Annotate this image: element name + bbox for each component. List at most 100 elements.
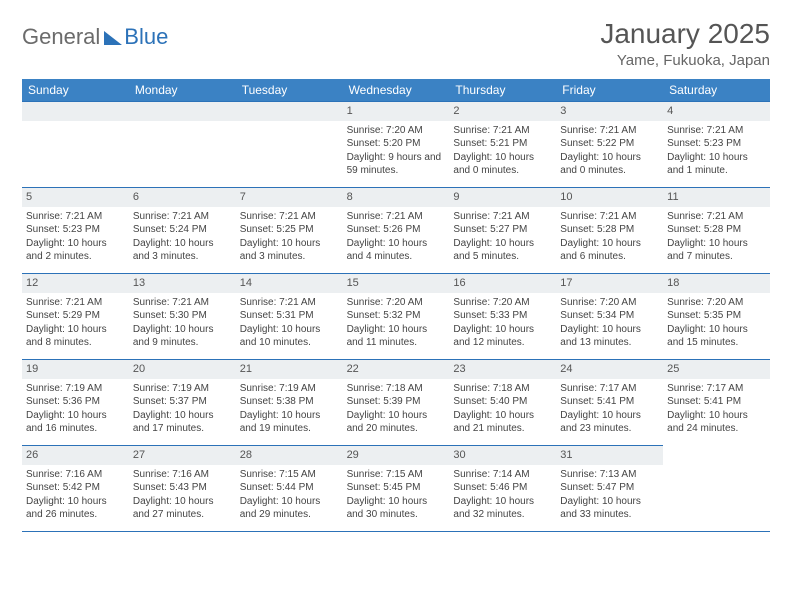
day-number <box>236 102 343 121</box>
sunset-line: Sunset: 5:45 PM <box>347 481 446 495</box>
sunrise-line: Sunrise: 7:20 AM <box>453 296 552 310</box>
daylight-line: Daylight: 9 hours and 59 minutes. <box>347 151 446 178</box>
sunrise-line: Sunrise: 7:21 AM <box>26 210 125 224</box>
sunset-line: Sunset: 5:30 PM <box>133 309 232 323</box>
sunset-line: Sunset: 5:35 PM <box>667 309 766 323</box>
daylight-line: Daylight: 10 hours and 7 minutes. <box>667 237 766 264</box>
daylight-line: Daylight: 10 hours and 9 minutes. <box>133 323 232 350</box>
daylight-line: Daylight: 10 hours and 30 minutes. <box>347 495 446 522</box>
day-number: 2 <box>449 102 556 121</box>
calendar-page: General Blue January 2025 Yame, Fukuoka,… <box>0 0 792 550</box>
calendar-cell: 11Sunrise: 7:21 AMSunset: 5:28 PMDayligh… <box>663 187 770 273</box>
sunset-line: Sunset: 5:33 PM <box>453 309 552 323</box>
logo-triangle-icon <box>104 31 122 45</box>
day-number: 4 <box>663 102 770 121</box>
day-number: 1 <box>343 102 450 121</box>
sunset-line: Sunset: 5:28 PM <box>560 223 659 237</box>
daylight-line: Daylight: 10 hours and 10 minutes. <box>240 323 339 350</box>
daylight-line: Daylight: 10 hours and 2 minutes. <box>26 237 125 264</box>
sunset-line: Sunset: 5:29 PM <box>26 309 125 323</box>
sunrise-line: Sunrise: 7:21 AM <box>667 124 766 138</box>
sunset-line: Sunset: 5:23 PM <box>667 137 766 151</box>
daylight-line: Daylight: 10 hours and 5 minutes. <box>453 237 552 264</box>
weekday-label: Sunday <box>22 79 129 101</box>
day-number: 17 <box>556 274 663 293</box>
calendar-cell: 9 Sunrise: 7:21 AMSunset: 5:27 PMDaylight… <box>449 187 556 273</box>
calendar-cell: 13Sunrise: 7:21 AMSunset: 5:30 PMDayligh… <box>129 273 236 359</box>
day-number: 12 <box>22 274 129 293</box>
day-number: 9 <box>449 188 556 207</box>
sunrise-line: Sunrise: 7:21 AM <box>560 124 659 138</box>
day-number: 15 <box>343 274 450 293</box>
calendar-cell-empty <box>22 101 129 187</box>
day-number: 24 <box>556 360 663 379</box>
calendar-cell: 31Sunrise: 7:13 AMSunset: 5:47 PMDayligh… <box>556 445 663 531</box>
calendar-cell: 21Sunrise: 7:19 AMSunset: 5:38 PMDayligh… <box>236 359 343 445</box>
calendar-cell: 19Sunrise: 7:19 AMSunset: 5:36 PMDayligh… <box>22 359 129 445</box>
daylight-line: Daylight: 10 hours and 12 minutes. <box>453 323 552 350</box>
sunset-line: Sunset: 5:46 PM <box>453 481 552 495</box>
sunset-line: Sunset: 5:27 PM <box>453 223 552 237</box>
sunrise-line: Sunrise: 7:18 AM <box>347 382 446 396</box>
sunrise-line: Sunrise: 7:18 AM <box>453 382 552 396</box>
sunrise-line: Sunrise: 7:19 AM <box>133 382 232 396</box>
sunrise-line: Sunrise: 7:15 AM <box>240 468 339 482</box>
sunset-line: Sunset: 5:32 PM <box>347 309 446 323</box>
bottom-rule <box>22 531 770 532</box>
sunset-line: Sunset: 5:38 PM <box>240 395 339 409</box>
daylight-line: Daylight: 10 hours and 27 minutes. <box>133 495 232 522</box>
calendar-cell-empty <box>236 101 343 187</box>
sunrise-line: Sunrise: 7:17 AM <box>560 382 659 396</box>
daylight-line: Daylight: 10 hours and 0 minutes. <box>560 151 659 178</box>
calendar-cell-empty <box>129 101 236 187</box>
sunrise-line: Sunrise: 7:21 AM <box>26 296 125 310</box>
day-number: 16 <box>449 274 556 293</box>
day-number: 3 <box>556 102 663 121</box>
daylight-line: Daylight: 10 hours and 3 minutes. <box>133 237 232 264</box>
sunset-line: Sunset: 5:37 PM <box>133 395 232 409</box>
daylight-line: Daylight: 10 hours and 16 minutes. <box>26 409 125 436</box>
month-title: January 2025 <box>600 18 770 50</box>
sunset-line: Sunset: 5:41 PM <box>560 395 659 409</box>
calendar-cell: 30Sunrise: 7:14 AMSunset: 5:46 PMDayligh… <box>449 445 556 531</box>
sunset-line: Sunset: 5:40 PM <box>453 395 552 409</box>
title-block: January 2025 Yame, Fukuoka, Japan <box>600 18 770 69</box>
daylight-line: Daylight: 10 hours and 3 minutes. <box>240 237 339 264</box>
sunset-line: Sunset: 5:22 PM <box>560 137 659 151</box>
calendar-cell: 29Sunrise: 7:15 AMSunset: 5:45 PMDayligh… <box>343 445 450 531</box>
weekday-label: Monday <box>129 79 236 101</box>
day-number: 10 <box>556 188 663 207</box>
sunrise-line: Sunrise: 7:21 AM <box>453 210 552 224</box>
calendar-cell: 22Sunrise: 7:18 AMSunset: 5:39 PMDayligh… <box>343 359 450 445</box>
sunset-line: Sunset: 5:47 PM <box>560 481 659 495</box>
day-number: 26 <box>22 446 129 465</box>
sunset-line: Sunset: 5:41 PM <box>667 395 766 409</box>
sunrise-line: Sunrise: 7:21 AM <box>560 210 659 224</box>
logo: General Blue <box>22 18 168 50</box>
sunrise-line: Sunrise: 7:20 AM <box>560 296 659 310</box>
sunrise-line: Sunrise: 7:21 AM <box>133 210 232 224</box>
sunrise-line: Sunrise: 7:16 AM <box>26 468 125 482</box>
sunrise-line: Sunrise: 7:13 AM <box>560 468 659 482</box>
calendar-cell: 23Sunrise: 7:18 AMSunset: 5:40 PMDayligh… <box>449 359 556 445</box>
sunrise-line: Sunrise: 7:21 AM <box>240 296 339 310</box>
daylight-line: Daylight: 10 hours and 11 minutes. <box>347 323 446 350</box>
day-number: 8 <box>343 188 450 207</box>
logo-text-general: General <box>22 24 100 50</box>
weekday-label: Saturday <box>663 79 770 101</box>
calendar-cell: 3 Sunrise: 7:21 AMSunset: 5:22 PMDaylight… <box>556 101 663 187</box>
sunset-line: Sunset: 5:28 PM <box>667 223 766 237</box>
day-number: 5 <box>22 188 129 207</box>
sunrise-line: Sunrise: 7:19 AM <box>240 382 339 396</box>
daylight-line: Daylight: 10 hours and 4 minutes. <box>347 237 446 264</box>
sunrise-line: Sunrise: 7:21 AM <box>347 210 446 224</box>
daylight-line: Daylight: 10 hours and 17 minutes. <box>133 409 232 436</box>
sunset-line: Sunset: 5:44 PM <box>240 481 339 495</box>
sunrise-line: Sunrise: 7:21 AM <box>133 296 232 310</box>
day-number: 31 <box>556 446 663 465</box>
sunset-line: Sunset: 5:36 PM <box>26 395 125 409</box>
weekday-label: Friday <box>556 79 663 101</box>
day-number: 14 <box>236 274 343 293</box>
day-number: 7 <box>236 188 343 207</box>
weekday-label: Wednesday <box>343 79 450 101</box>
